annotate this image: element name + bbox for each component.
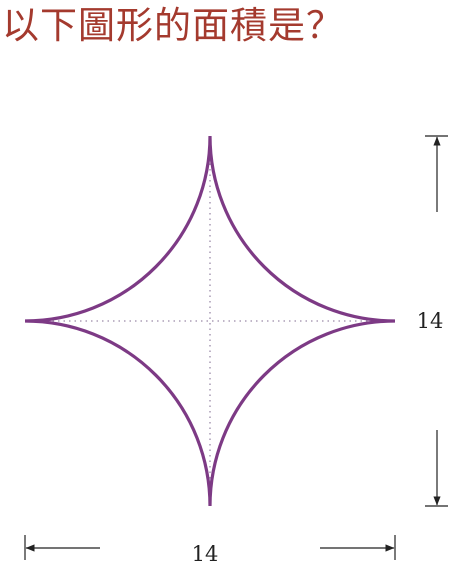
question-title: 以下圖形的面積是？ bbox=[2, 4, 344, 47]
star-shape bbox=[24, 135, 396, 507]
height-label: 14 bbox=[417, 309, 444, 333]
width-label: 14 bbox=[192, 542, 219, 563]
